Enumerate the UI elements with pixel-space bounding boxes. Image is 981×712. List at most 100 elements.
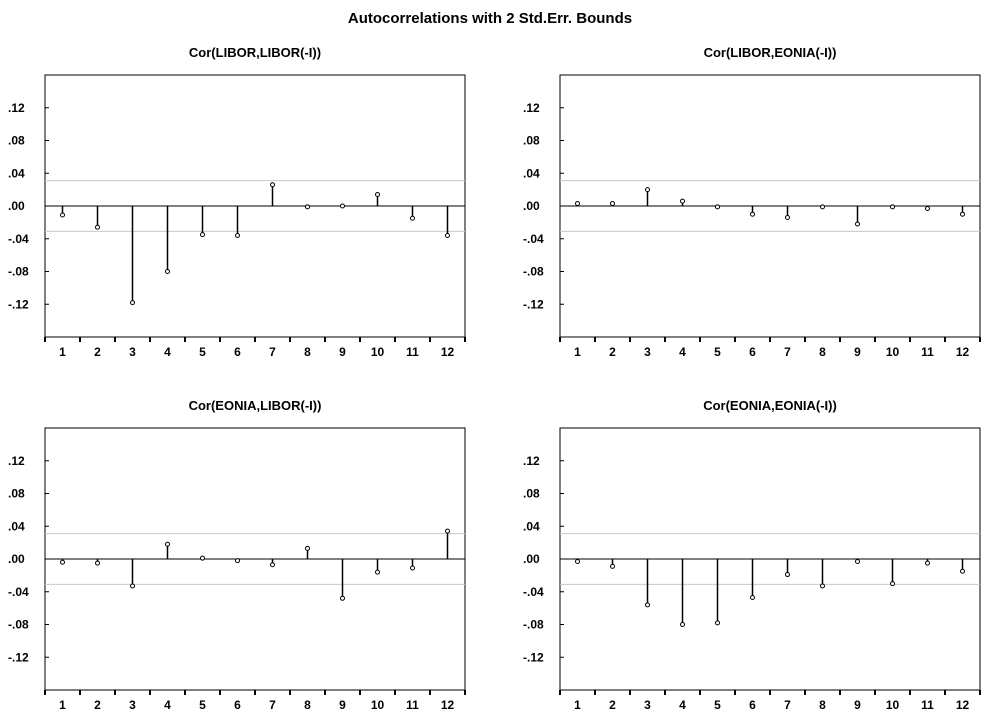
- y-tick-label: -.08: [523, 265, 544, 279]
- x-tick-label: 12: [956, 698, 970, 712]
- y-tick-label: .00: [523, 552, 540, 566]
- acf-point: [200, 555, 205, 561]
- acf-point: [715, 204, 720, 210]
- y-tick-label: -.12: [8, 297, 29, 311]
- acf-point: [925, 205, 930, 211]
- y-tick-label: -.08: [523, 618, 544, 632]
- x-tick-label: 12: [441, 345, 455, 359]
- y-tick-label: .12: [8, 101, 25, 115]
- x-tick-label: 3: [644, 345, 651, 359]
- acf-point: [610, 201, 615, 207]
- acf-point: [960, 211, 965, 217]
- y-tick-label: .12: [523, 101, 540, 115]
- x-tick-label: 7: [784, 698, 791, 712]
- acf-point: [890, 204, 895, 210]
- x-tick-label: 2: [94, 345, 101, 359]
- x-tick-label: 7: [784, 345, 791, 359]
- acf-point: [235, 232, 240, 238]
- x-tick-label: 7: [269, 345, 276, 359]
- acf-point: [340, 203, 345, 209]
- acf-point: [575, 201, 580, 207]
- x-tick-label: 10: [886, 345, 900, 359]
- y-tick-label: .08: [8, 487, 25, 501]
- acf-point: [785, 572, 790, 578]
- y-tick-label: -.12: [523, 650, 544, 664]
- x-tick-label: 12: [956, 345, 970, 359]
- acf-point: [855, 221, 860, 227]
- acf-point: [270, 562, 275, 568]
- x-tick-label: 8: [304, 698, 311, 712]
- x-tick-label: 10: [371, 345, 385, 359]
- x-tick-label: 2: [94, 698, 101, 712]
- x-tick-label: 9: [339, 345, 346, 359]
- x-tick-label: 5: [714, 345, 721, 359]
- x-tick-label: 11: [921, 345, 934, 359]
- acf-point: [680, 622, 685, 627]
- x-tick-label: 9: [854, 698, 861, 712]
- acf-point: [785, 214, 790, 220]
- x-tick-label: 10: [371, 698, 385, 712]
- chart-panel-2: Cor(LIBOR,EONIA(-I)) .12 .08 .04 .00 -.04 -.08…: [523, 45, 981, 359]
- x-tick-label: 9: [854, 345, 861, 359]
- x-tick-label: 2: [609, 345, 616, 359]
- acf-point: [820, 204, 825, 210]
- x-tick-label: 6: [234, 345, 241, 359]
- y-tick-label: -.08: [8, 265, 29, 279]
- x-tick-label: 8: [819, 698, 826, 712]
- y-tick-label: -.08: [8, 618, 29, 632]
- acf-point: [855, 558, 860, 564]
- y-tick-label: .04: [523, 519, 540, 533]
- y-tick-label: -.04: [8, 585, 29, 599]
- x-tick-label: 2: [609, 698, 616, 712]
- x-tick-label: 4: [164, 345, 171, 359]
- acf-point: [645, 187, 650, 193]
- x-tick-label: 3: [129, 345, 136, 359]
- acf-point: [235, 558, 240, 564]
- x-tick-label: 11: [406, 345, 419, 359]
- x-tick-label: 8: [304, 345, 311, 359]
- x-tick-label: 4: [679, 345, 686, 359]
- acf-point: [95, 224, 100, 230]
- x-tick-label: 1: [59, 698, 66, 712]
- acf-point: [375, 569, 380, 575]
- x-tick-label: 1: [59, 345, 66, 359]
- y-tick-label: .08: [523, 487, 540, 501]
- y-tick-label: .04: [523, 166, 540, 180]
- acf-point: [200, 232, 205, 238]
- x-tick-label: 5: [714, 698, 721, 712]
- y-tick-label: -.04: [523, 585, 544, 599]
- acf-point: [960, 568, 965, 574]
- acf-point: [680, 198, 685, 204]
- panels-group: Cor(LIBOR,LIBOR(-I)) .12 .08 .04 .00 -.04 -.08…: [8, 45, 981, 712]
- x-tick-label: 1: [574, 345, 581, 359]
- acf-point: [410, 215, 415, 221]
- acf-point: [165, 541, 170, 547]
- acf-point: [60, 212, 65, 218]
- chart-panel-4: Cor(EONIA,EONIA(-I)) .12 .08 .04 .00 -.04 -.08…: [523, 398, 981, 712]
- x-tick-label: 4: [164, 698, 171, 712]
- x-tick-label: 6: [749, 345, 756, 359]
- acf-point: [130, 300, 135, 306]
- acf-point: [750, 211, 755, 217]
- y-tick-label: -.12: [523, 297, 544, 311]
- acf-point: [375, 192, 380, 198]
- y-tick-label: .00: [8, 199, 25, 213]
- x-tick-label: 7: [269, 698, 276, 712]
- acf-point: [410, 565, 415, 571]
- acf-point: [750, 594, 755, 600]
- chart-panel-3: Cor(EONIA,LIBOR(-I)) .12 .08 .04 .00 -.04 -.08…: [8, 398, 466, 712]
- panel-title: Cor(EONIA,LIBOR(-I)): [189, 398, 322, 413]
- acf-point: [890, 581, 895, 587]
- panel-title: Cor(LIBOR,LIBOR(-I)): [189, 45, 321, 60]
- acf-point: [715, 620, 720, 626]
- chart-panel-1: Cor(LIBOR,LIBOR(-I)) .12 .08 .04 .00 -.04 -.08…: [8, 45, 466, 359]
- x-tick-label: 6: [749, 698, 756, 712]
- acf-point: [925, 560, 930, 566]
- x-tick-label: 3: [129, 698, 136, 712]
- acf-point: [130, 583, 135, 589]
- figure-title: Autocorrelations with 2 Std.Err. Bounds: [348, 10, 632, 27]
- acf-point: [165, 269, 170, 274]
- y-tick-label: .08: [8, 134, 25, 148]
- x-tick-label: 6: [234, 698, 241, 712]
- x-tick-label: 5: [199, 345, 206, 359]
